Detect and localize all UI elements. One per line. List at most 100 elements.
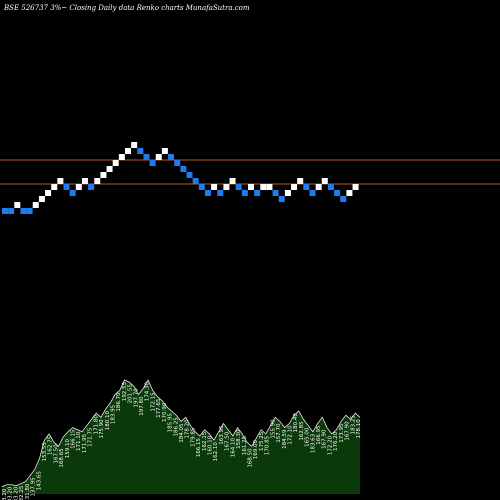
- volume-label: 174.30: [145, 382, 151, 402]
- renko-brick: [204, 190, 211, 196]
- volume-label: 159.10: [65, 439, 71, 459]
- volume-label: 162.10: [213, 442, 219, 462]
- renko-brick: [51, 184, 58, 190]
- volume-label: 197.70: [133, 388, 139, 408]
- volume-label: 171.80: [93, 415, 99, 435]
- volume-label: 186.25: [173, 417, 179, 437]
- renko-brick: [8, 208, 15, 214]
- renko-brick: [45, 190, 52, 196]
- volume-label: 173.95: [339, 423, 345, 443]
- volume-label: 167.50: [53, 444, 59, 464]
- volume-label: 137.95: [31, 477, 37, 497]
- volume-label: 184.05: [179, 423, 185, 443]
- renko-brick: [198, 184, 205, 190]
- renko-brick: [14, 202, 21, 208]
- volume-label: 175.25: [259, 431, 265, 451]
- volume-label: 183.25: [350, 415, 356, 435]
- renko-brick: [118, 154, 125, 160]
- volume-label: 168.50: [248, 448, 254, 468]
- volume-label: 178.20: [185, 419, 191, 439]
- renko-brick: [211, 184, 218, 190]
- volume-label: 170.90: [162, 402, 168, 422]
- renko-brick: [303, 184, 310, 190]
- renko-brick: [278, 196, 285, 202]
- renko-brick: [20, 208, 27, 214]
- volume-label: 166.15: [196, 437, 202, 457]
- volume-label: 161.25: [242, 435, 248, 455]
- renko-brick: [63, 184, 70, 190]
- renko-brick: [88, 184, 95, 190]
- volume-label: 166.15: [71, 429, 77, 449]
- renko-brick: [254, 190, 261, 196]
- renko-brick: [94, 178, 101, 184]
- volume-label: 172.15: [150, 392, 156, 412]
- volume-label: 133.20: [8, 486, 14, 500]
- volume-label: 169.00: [253, 440, 259, 460]
- volume-label: 171.75: [88, 427, 94, 447]
- volume-label: 171.10: [76, 431, 82, 451]
- renko-brick: [327, 184, 334, 190]
- volume-label: 192.55: [122, 382, 128, 402]
- volume-label: 143.65: [36, 471, 42, 491]
- renko-brick: [32, 202, 39, 208]
- renko-bricks: [2, 142, 359, 214]
- renko-brick: [334, 190, 341, 196]
- volume-label: 167.90: [322, 429, 328, 449]
- volume-label: 172.10: [287, 425, 293, 445]
- volume-outline: [1, 379, 361, 488]
- renko-brick: [106, 166, 113, 172]
- renko-brick: [291, 184, 298, 190]
- renko-brick: [241, 190, 248, 196]
- volume-label: 164.10: [230, 437, 236, 457]
- volume-label: 170.85: [265, 435, 271, 455]
- volume-label: 163.95: [219, 425, 225, 445]
- renko-brick: [248, 184, 254, 190]
- renko-brick: [192, 178, 199, 184]
- volume-label: 175.90: [99, 419, 105, 439]
- renko-brick: [346, 190, 353, 196]
- renko-brick: [155, 154, 162, 160]
- renko-brick: [235, 184, 242, 190]
- volume-label: 178.10: [356, 419, 362, 439]
- volume-label: 180.10: [105, 411, 111, 431]
- volume-label: 168.65: [59, 448, 65, 468]
- volume-label: 172.20: [327, 435, 333, 455]
- renko-brick: [223, 184, 230, 190]
- renko-brick: [272, 190, 279, 196]
- volume-label: 160.10: [208, 435, 214, 455]
- renko-brick: [168, 154, 175, 160]
- volume-area: [1, 379, 361, 494]
- volume-label: 162.75: [48, 435, 54, 455]
- renko-brick: [297, 178, 304, 184]
- renko-brick: [125, 148, 131, 154]
- renko-brick: [131, 142, 138, 148]
- renko-brick: [174, 160, 181, 166]
- renko-brick: [38, 196, 45, 202]
- volume-area-fill: [2, 380, 360, 494]
- renko-brick: [143, 154, 150, 160]
- volume-label: 155.90: [270, 419, 276, 439]
- volume-labels: 133.20 133.20 133.20 132.25 131.80 137.95 143.…: [2, 382, 362, 500]
- volume-label: 184.59: [282, 429, 288, 449]
- renko-brick: [266, 184, 273, 190]
- volume-label: 167.50: [225, 431, 231, 451]
- volume-label: 177.65: [156, 398, 162, 418]
- volume-label: 133.20: [2, 488, 8, 500]
- volume-label: 132.25: [19, 485, 25, 500]
- renko-brick: [180, 166, 187, 172]
- volume-label: 197.80: [139, 396, 145, 416]
- volume-label: 171.95: [82, 433, 88, 453]
- renko-brick: [149, 160, 156, 166]
- renko-brick: [340, 196, 347, 202]
- renko-brick: [2, 208, 8, 214]
- renko-brick: [315, 184, 322, 190]
- renko-brick: [81, 178, 88, 184]
- volume-label: 180.40: [293, 413, 299, 433]
- renko-brick: [186, 172, 193, 178]
- renko-brick: [75, 184, 82, 190]
- renko-brick: [309, 190, 316, 196]
- volume-label: 131.80: [25, 483, 31, 500]
- volume-label: 201.55: [128, 384, 134, 404]
- volume-label: 157.70: [276, 423, 282, 443]
